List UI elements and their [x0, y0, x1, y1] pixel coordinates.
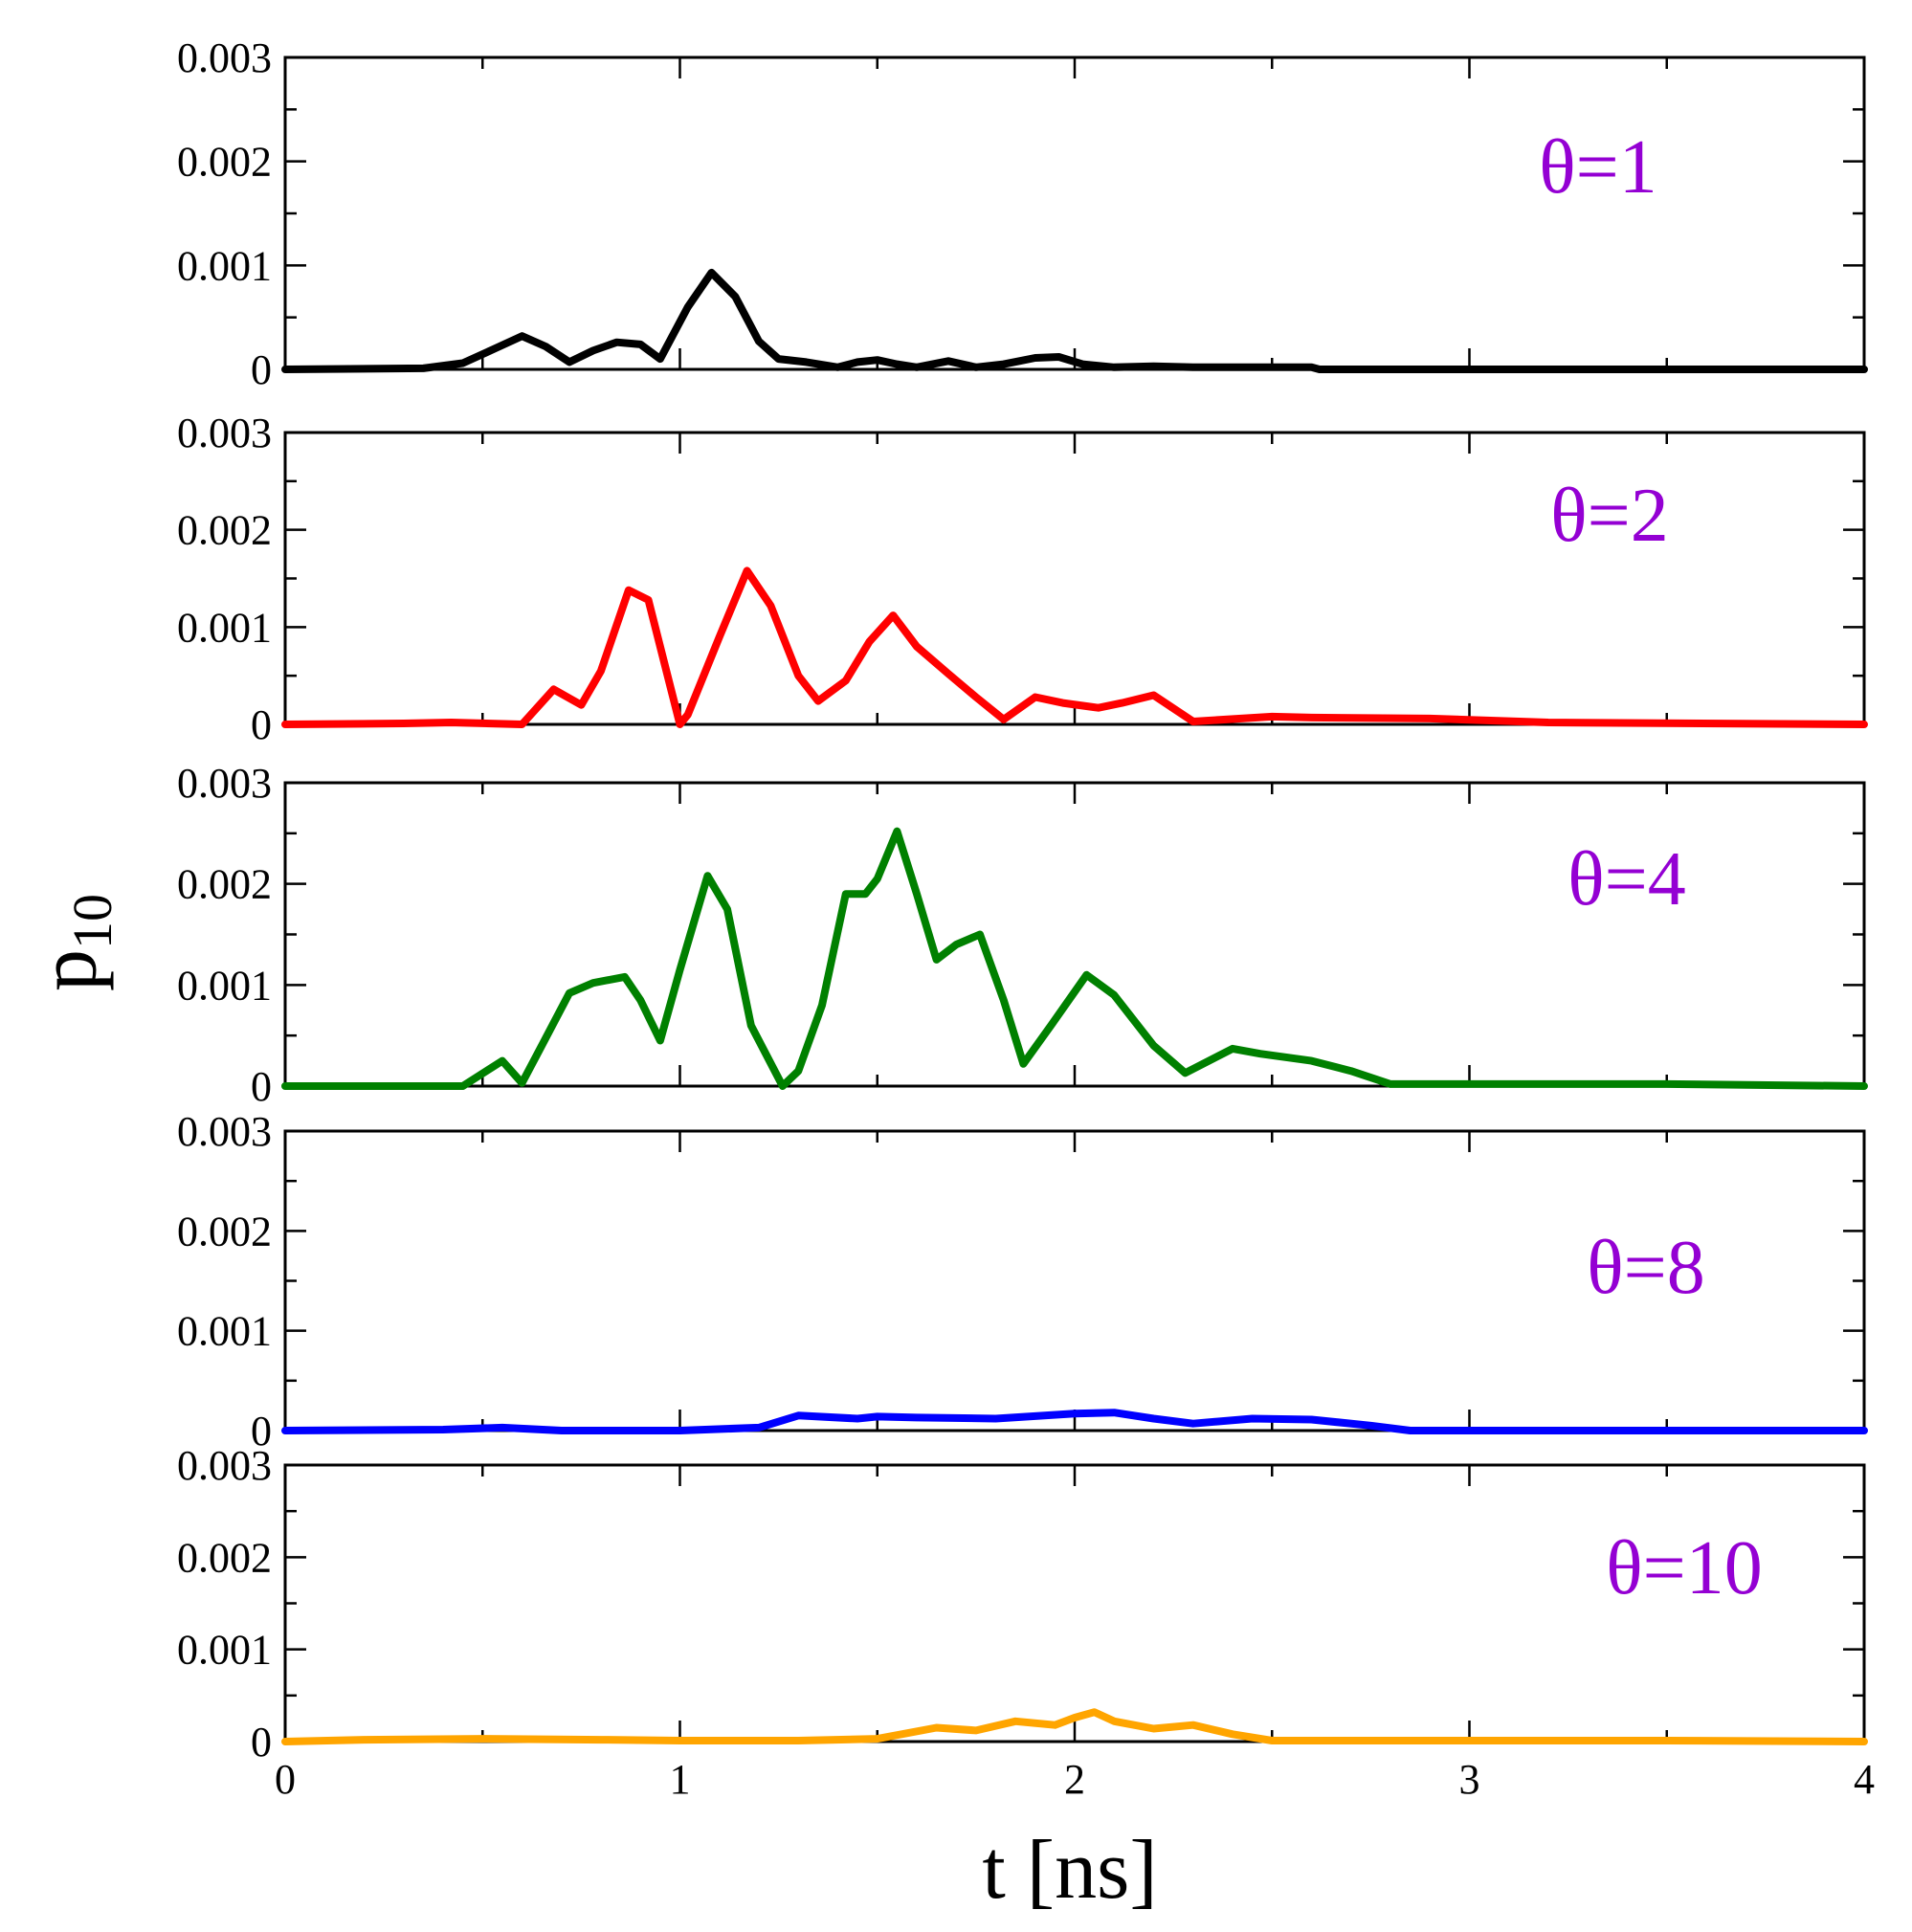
x-axis-title: t [ns]	[982, 1824, 1157, 1917]
y-tick-label: 0.001	[177, 242, 272, 289]
x-tick-label: 2	[1064, 1756, 1085, 1803]
y-axis-title-main: p	[22, 949, 115, 991]
y-tick-label: 0.002	[177, 861, 272, 908]
y-tick-label: 0	[251, 346, 272, 393]
y-tick-label: 0.003	[177, 760, 272, 807]
x-tick-label: 0	[275, 1756, 296, 1803]
y-tick-label: 0.002	[177, 139, 272, 186]
panel-2: 0 0.001 0.002 0.003 θ=2	[177, 410, 1868, 748]
y-tick-label: 0.003	[177, 1108, 272, 1155]
panels-group: 00.0010.0020.003θ=100.0010.0020.003θ=200…	[177, 34, 1868, 1765]
x-tick-label: 3	[1459, 1756, 1480, 1803]
y-tick-label: 0.001	[177, 1627, 272, 1674]
y-tick-label: 0.002	[177, 1534, 272, 1581]
series-line-1	[281, 268, 1868, 373]
y-axis-title-subscript: 10	[61, 894, 123, 949]
panel-label: θ=4	[1567, 837, 1685, 922]
series-line-2	[281, 566, 1868, 728]
panel-label: θ=1	[1539, 125, 1656, 210]
panel-label: θ=10	[1606, 1526, 1762, 1610]
y-tick-label: 0	[251, 701, 272, 748]
panel-frame	[283, 56, 1866, 371]
x-tick-label: 4	[1854, 1756, 1875, 1803]
y-tick-label: 0.001	[177, 1308, 272, 1355]
panel-3: 0 0.001 0.002 0.003 θ=4	[177, 760, 1868, 1110]
series-line-4	[281, 1409, 1868, 1434]
y-tick-label: 0.001	[177, 962, 272, 1009]
y-tick-label: 0.003	[177, 410, 272, 456]
panel-1: 0 0.001 0.002 0.003 θ=1	[177, 34, 1868, 393]
y-tick-label: 0.003	[177, 34, 272, 81]
series-line-5	[281, 1708, 1868, 1745]
x-tick-label: 1	[670, 1756, 691, 1803]
y-tick-label: 0.002	[177, 507, 272, 554]
panel-label: θ=8	[1587, 1226, 1704, 1310]
y-tick-label: 0.003	[177, 1442, 272, 1489]
y-tick-label: 0	[251, 1719, 272, 1765]
svg-text:p10: p10	[22, 894, 123, 991]
x-axis: 0 1 2 3 4	[275, 1756, 1875, 1803]
panel-5: 0 0.001 0.002 0.003 θ=10	[177, 1442, 1868, 1765]
panel-label: θ=2	[1550, 474, 1668, 558]
y-tick-label: 0.001	[177, 604, 272, 651]
panel-4: 0 0.001 0.002 0.003 θ=8	[177, 1108, 1868, 1455]
series-line-3	[281, 827, 1868, 1090]
y-axis-title: p10	[22, 894, 123, 991]
panel-frame	[283, 781, 1866, 1088]
y-tick-label: 0	[251, 1408, 272, 1455]
y-tick-label: 0	[251, 1063, 272, 1110]
y-tick-label: 0.002	[177, 1208, 272, 1255]
